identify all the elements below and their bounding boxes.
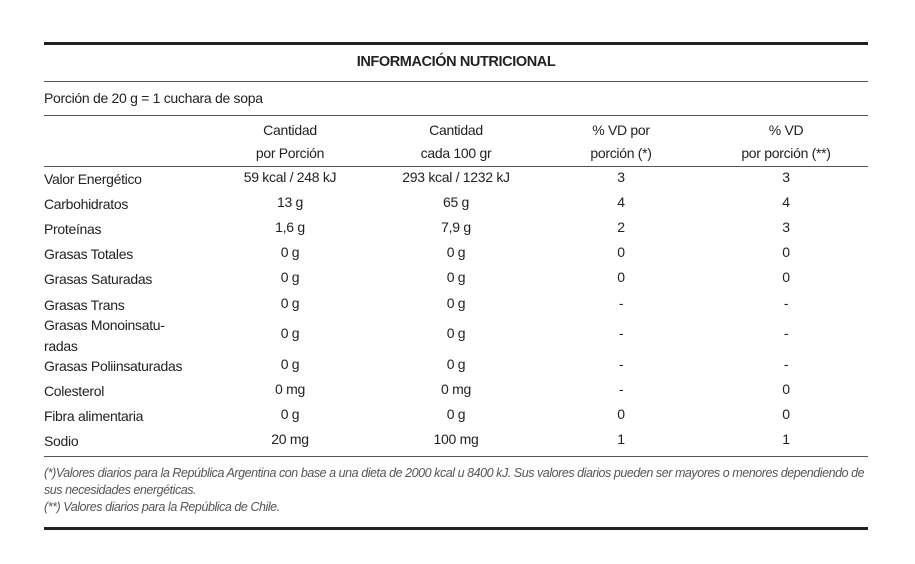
bottom-rule bbox=[44, 527, 868, 530]
row-value: 0 g bbox=[446, 295, 466, 311]
row-label: Proteínas bbox=[44, 221, 102, 237]
row-label: Sodio bbox=[44, 433, 79, 449]
column-header: Cantidad por Porción bbox=[205, 119, 375, 165]
row-label: Colesterol bbox=[44, 383, 105, 399]
row-value: 59 kcal / 248 kJ bbox=[243, 169, 337, 185]
row-value: 13 g bbox=[276, 194, 304, 210]
row-value: 100 mg bbox=[433, 431, 479, 447]
column-header-line2: por Porción bbox=[255, 145, 325, 161]
row-value: - bbox=[618, 381, 624, 397]
row-value: 0 g bbox=[446, 269, 466, 285]
column-header: Cantidad cada 100 gr bbox=[371, 119, 541, 165]
divider bbox=[44, 81, 868, 82]
row-value: 0 g bbox=[446, 244, 466, 260]
top-rule bbox=[44, 42, 868, 45]
portion-size: Porción de 20 g = 1 cuchara de sopa bbox=[44, 90, 263, 106]
row-value: 7,9 g bbox=[441, 219, 471, 235]
row-value: 1 bbox=[782, 431, 790, 447]
footnote: (*)Valores diarios para la República Arg… bbox=[44, 466, 865, 497]
row-value: 4 bbox=[782, 194, 790, 210]
divider bbox=[44, 115, 868, 116]
column-header-line2: por porción (**) bbox=[741, 145, 831, 161]
column-header-line1: Cantidad bbox=[263, 122, 317, 138]
footnote: (**) Valores diarios para la República d… bbox=[44, 500, 280, 514]
row-label: Grasas Saturadas bbox=[44, 271, 153, 287]
column-header-line2: cada 100 gr bbox=[420, 145, 492, 161]
row-label: Grasas Trans bbox=[44, 297, 125, 313]
row-label: Grasas Monoinsatu-radas bbox=[44, 317, 165, 354]
row-value: 0 g bbox=[446, 406, 466, 422]
column-header-line1: % VD por bbox=[592, 122, 650, 138]
row-value: 65 g bbox=[442, 194, 470, 210]
row-value: 0 g bbox=[280, 406, 300, 422]
row-value: 0 mg bbox=[275, 381, 305, 397]
row-value: - bbox=[618, 356, 624, 372]
row-value: - bbox=[783, 295, 789, 311]
divider bbox=[44, 456, 868, 457]
row-value: 0 g bbox=[280, 244, 300, 260]
row-value: 2 bbox=[617, 219, 625, 235]
row-value: 1 bbox=[617, 431, 625, 447]
row-label: Grasas Totales bbox=[44, 246, 133, 262]
row-value: 0 bbox=[617, 269, 625, 285]
row-value: 3 bbox=[617, 169, 625, 185]
row-value: - bbox=[783, 325, 789, 341]
column-header: % VD por porción (*) bbox=[536, 119, 706, 165]
row-value: 0 bbox=[782, 381, 790, 397]
row-value: 0 bbox=[617, 406, 625, 422]
row-value: 293 kcal / 1232 kJ bbox=[402, 169, 510, 185]
row-value: 0 g bbox=[446, 356, 466, 372]
row-value: - bbox=[618, 325, 624, 341]
row-label: Valor Energético bbox=[44, 171, 142, 187]
row-label: Carbohidratos bbox=[44, 196, 129, 212]
column-header-line1: Cantidad bbox=[429, 122, 483, 138]
divider bbox=[44, 166, 868, 167]
row-value: 0 g bbox=[280, 269, 300, 285]
row-value: 0 mg bbox=[441, 381, 471, 397]
column-header: % VD por porción (**) bbox=[701, 119, 871, 165]
column-header-line2: porción (*) bbox=[590, 145, 652, 161]
row-value: 4 bbox=[617, 194, 625, 210]
row-value: 3 bbox=[782, 169, 790, 185]
row-value: 0 bbox=[782, 269, 790, 285]
row-value: - bbox=[783, 356, 789, 372]
row-value: 0 g bbox=[446, 325, 466, 341]
row-value: 20 mg bbox=[271, 431, 309, 447]
row-value: 0 g bbox=[280, 356, 300, 372]
row-value: 1,6 g bbox=[275, 219, 305, 235]
row-value: 0 bbox=[782, 406, 790, 422]
footnotes: (*)Valores diarios para la República Arg… bbox=[44, 465, 874, 516]
row-value: 0 bbox=[617, 244, 625, 260]
row-value: 0 g bbox=[280, 295, 300, 311]
row-value: 0 bbox=[782, 244, 790, 260]
row-value: 0 g bbox=[280, 325, 300, 341]
row-label: Grasas Poliinsaturadas bbox=[44, 358, 183, 374]
table-title: INFORMACIÓN NUTRICIONAL bbox=[356, 54, 556, 70]
row-value: 3 bbox=[782, 219, 790, 235]
column-header-line1: % VD bbox=[768, 122, 804, 138]
row-label: Fibra alimentaria bbox=[44, 408, 144, 424]
row-value: - bbox=[618, 295, 624, 311]
